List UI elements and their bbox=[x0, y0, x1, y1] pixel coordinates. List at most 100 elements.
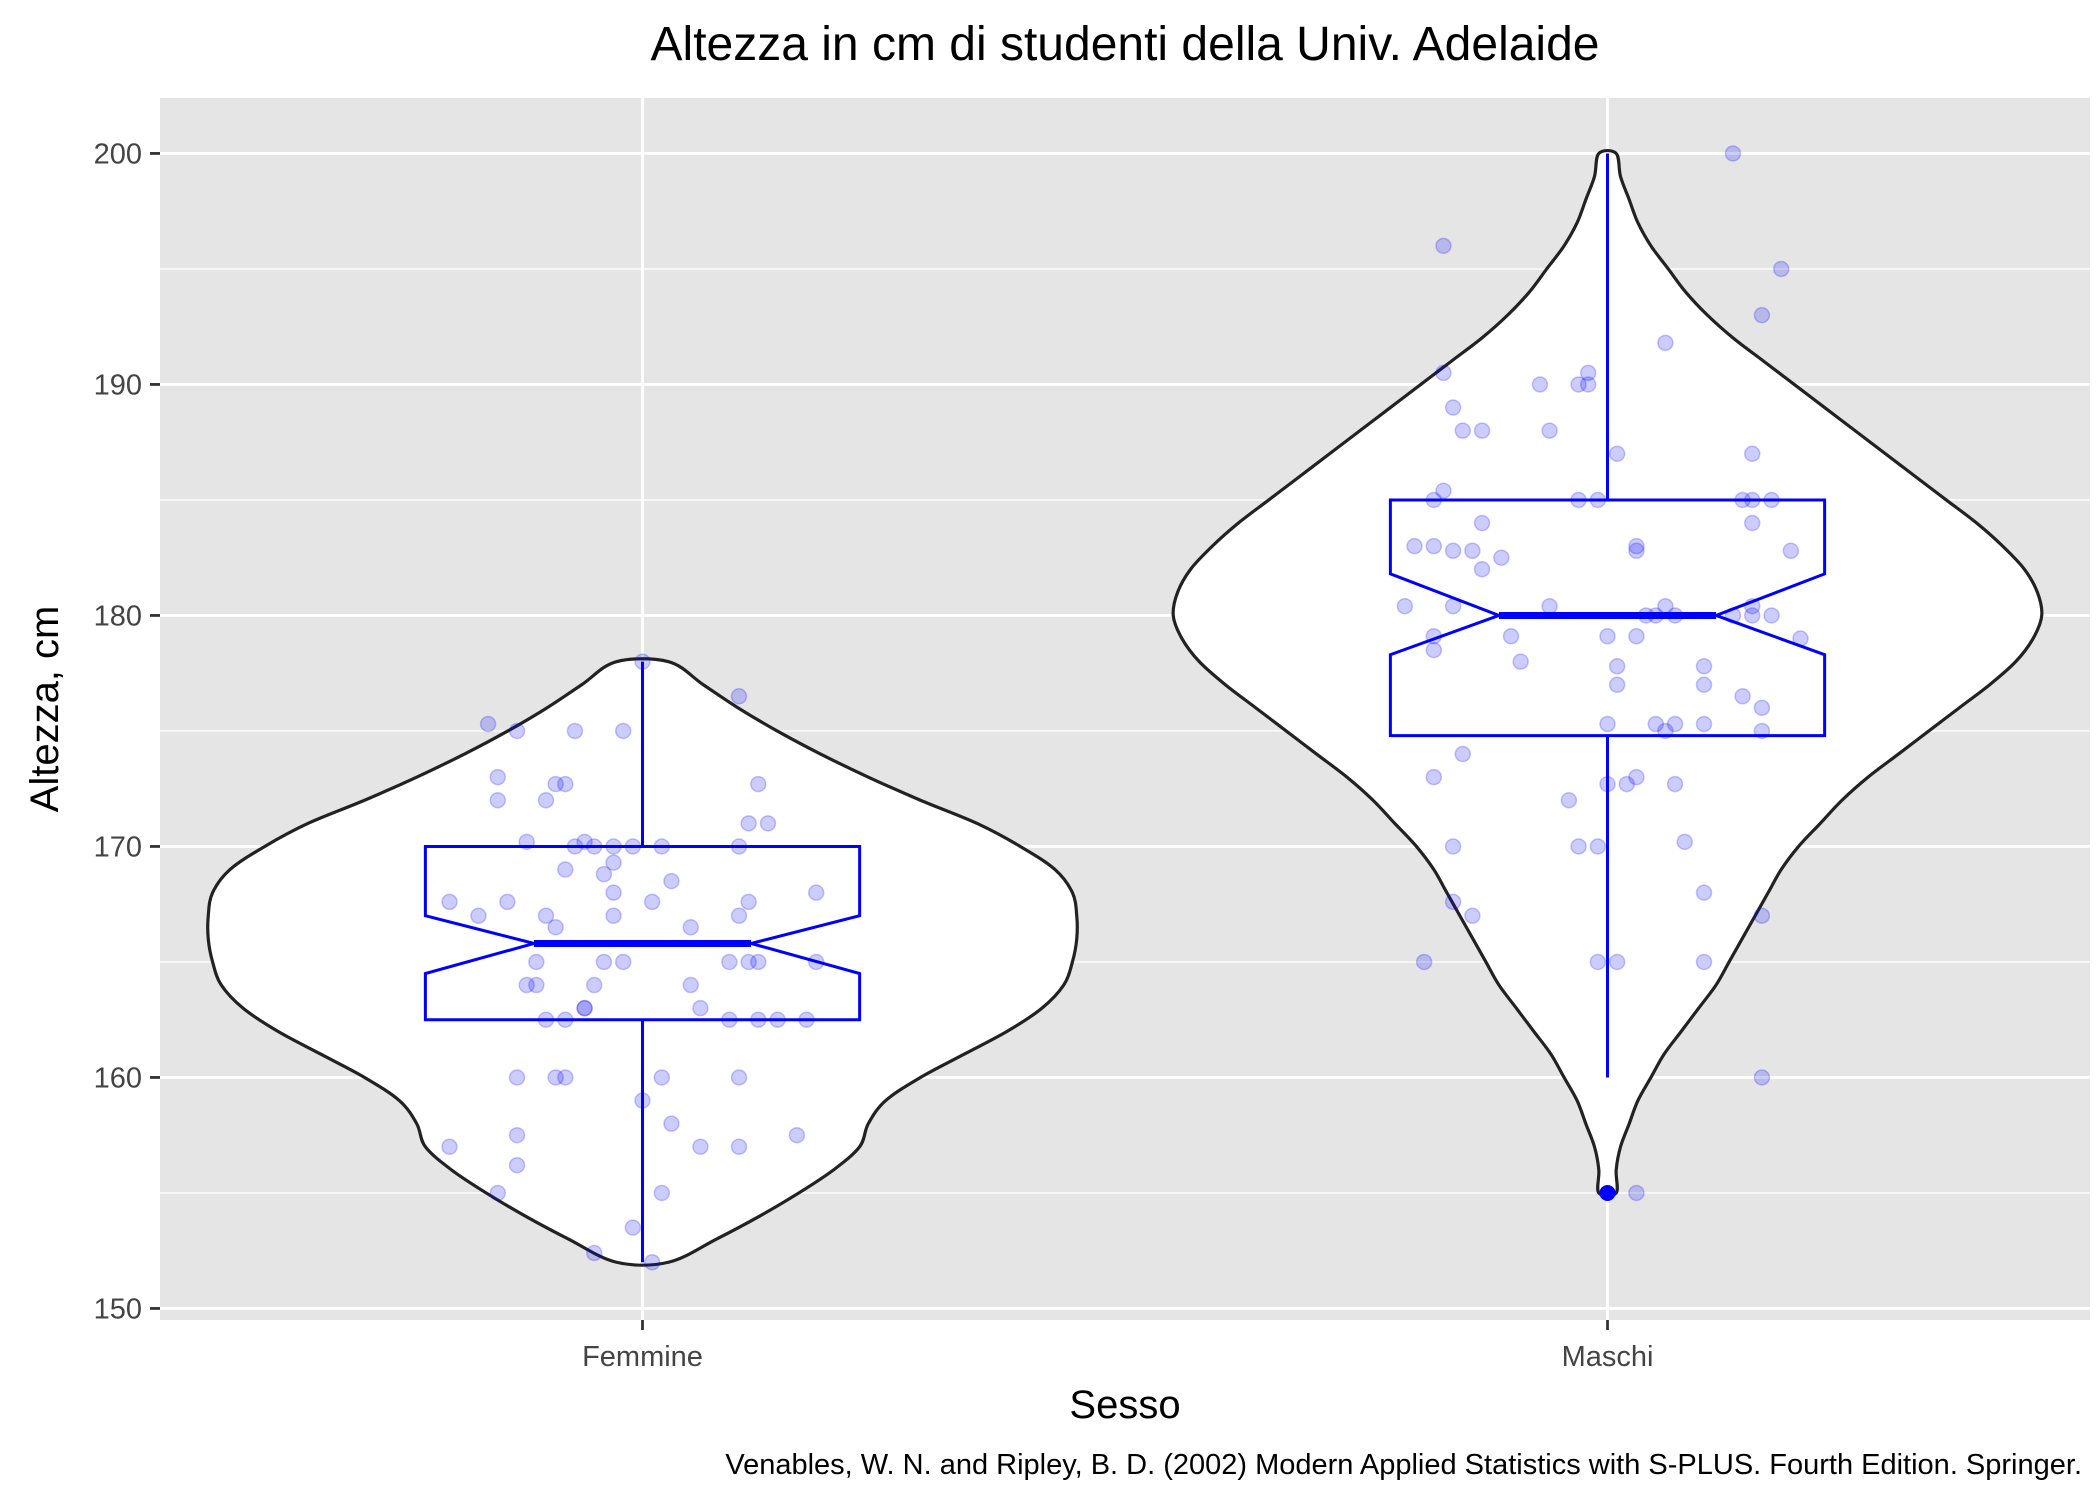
jitter-point bbox=[508, 1156, 526, 1174]
jitter-point bbox=[1599, 627, 1616, 645]
jitter-point bbox=[1666, 775, 1684, 793]
jitter-point bbox=[1753, 907, 1771, 924]
x-axis-title: Sesso bbox=[1069, 1383, 1180, 1427]
jitter-point bbox=[605, 854, 622, 871]
jitter-point bbox=[508, 722, 526, 740]
jitter-point bbox=[759, 815, 777, 832]
jitter-point bbox=[1425, 768, 1443, 786]
jitter-point bbox=[1628, 768, 1645, 786]
jitter-point bbox=[692, 999, 709, 1017]
violin-maschi bbox=[1171, 148, 2044, 1198]
jitter-point bbox=[1695, 715, 1713, 733]
x-tick-label: Maschi bbox=[1562, 1341, 1654, 1373]
jitter-point bbox=[537, 791, 555, 809]
jitter-point bbox=[1541, 597, 1558, 615]
jitter-point bbox=[692, 1138, 709, 1155]
jitter-point bbox=[1415, 953, 1433, 971]
jitter-point bbox=[557, 861, 574, 878]
jitter-point bbox=[489, 791, 506, 809]
jitter-point bbox=[1599, 715, 1616, 733]
jitter-point bbox=[1473, 514, 1491, 532]
jitter-point bbox=[537, 907, 555, 924]
jitter-point bbox=[730, 907, 748, 924]
y-tick-label: 190 bbox=[94, 369, 142, 401]
jitter-point bbox=[1666, 715, 1684, 733]
jitter-point bbox=[1753, 699, 1771, 717]
jitter-point bbox=[595, 953, 613, 971]
jitter-point bbox=[528, 953, 545, 971]
jitter-point bbox=[1570, 838, 1587, 855]
jitter-point bbox=[441, 1138, 458, 1155]
jitter-point bbox=[508, 1069, 526, 1086]
jitter-point bbox=[557, 1069, 574, 1086]
jitter-point bbox=[1454, 745, 1471, 763]
violin-femmine bbox=[206, 657, 1079, 1267]
jitter-point bbox=[528, 976, 545, 994]
y-tick-label: 160 bbox=[94, 1062, 142, 1094]
jitter-point bbox=[605, 884, 622, 901]
jitter-point bbox=[1579, 364, 1597, 382]
notched-box-femmine bbox=[423, 844, 862, 1022]
jitter-point bbox=[1435, 237, 1452, 255]
jitter-point bbox=[1657, 334, 1674, 352]
y-tick-label: 180 bbox=[94, 600, 142, 632]
jitter-point bbox=[1531, 376, 1549, 393]
y-axis-title: Altezza, cm bbox=[23, 606, 67, 813]
jitter-point bbox=[1628, 542, 1645, 560]
jitter-point bbox=[730, 1138, 748, 1155]
jitter-point bbox=[1444, 399, 1462, 416]
jitter-point bbox=[1425, 641, 1443, 659]
jitter-point bbox=[1493, 549, 1510, 566]
jitter-point bbox=[1608, 445, 1626, 462]
y-tick-label: 170 bbox=[94, 831, 142, 863]
jitter-point bbox=[1608, 676, 1626, 693]
jitter-point bbox=[1695, 658, 1713, 675]
jitter-point bbox=[1454, 422, 1471, 439]
jitter-point bbox=[547, 919, 564, 936]
jitter-point bbox=[1744, 514, 1761, 532]
jitter-point bbox=[489, 1184, 506, 1202]
jitter-point bbox=[1444, 838, 1462, 855]
jitter-point bbox=[750, 953, 767, 971]
jitter-point bbox=[547, 1069, 564, 1086]
jitter-point bbox=[1570, 376, 1587, 393]
jitter-point bbox=[499, 893, 516, 911]
jitter-point bbox=[643, 893, 661, 911]
jitter-point bbox=[807, 884, 825, 901]
jitter-point bbox=[1406, 537, 1423, 555]
jitter-point bbox=[1560, 791, 1578, 809]
jitter-point bbox=[730, 1069, 748, 1086]
jitter-point bbox=[624, 1219, 642, 1236]
jitter-point bbox=[614, 953, 632, 971]
jitter-point bbox=[1753, 1069, 1771, 1086]
jitter-point bbox=[518, 976, 535, 994]
jitter-point bbox=[1464, 907, 1481, 924]
caption: Venables, W. N. and Ripley, B. D. (2002)… bbox=[725, 1449, 2082, 1481]
y-axis: 150 160 170 180 190 200 bbox=[94, 138, 160, 1325]
boxplot-layer bbox=[423, 153, 1827, 1263]
jitter-point bbox=[1589, 953, 1607, 971]
jitter-point bbox=[1744, 607, 1761, 624]
jitter-point bbox=[576, 999, 593, 1017]
outlier-point bbox=[1599, 1184, 1616, 1201]
jitter-point bbox=[479, 715, 497, 733]
jitter-point bbox=[721, 953, 738, 971]
jitter-point bbox=[1647, 715, 1664, 733]
jitter-point bbox=[1628, 537, 1645, 555]
jitter-point bbox=[586, 1244, 603, 1262]
jitter-point bbox=[557, 775, 574, 793]
jitter-point bbox=[750, 775, 767, 793]
notched-box-maschi bbox=[1388, 498, 1827, 738]
jitter-point bbox=[682, 919, 699, 936]
jitter-point bbox=[1435, 364, 1452, 382]
jitter-point bbox=[653, 1184, 671, 1202]
jitter-point bbox=[1782, 542, 1800, 560]
y-tick-label: 150 bbox=[94, 1293, 142, 1325]
jitter-point bbox=[576, 999, 593, 1017]
jitter-point bbox=[566, 722, 584, 740]
jitter-point bbox=[1473, 422, 1491, 439]
jitter-point bbox=[1628, 627, 1645, 645]
jitter-point bbox=[1579, 376, 1597, 393]
jitter-point bbox=[508, 1126, 526, 1144]
